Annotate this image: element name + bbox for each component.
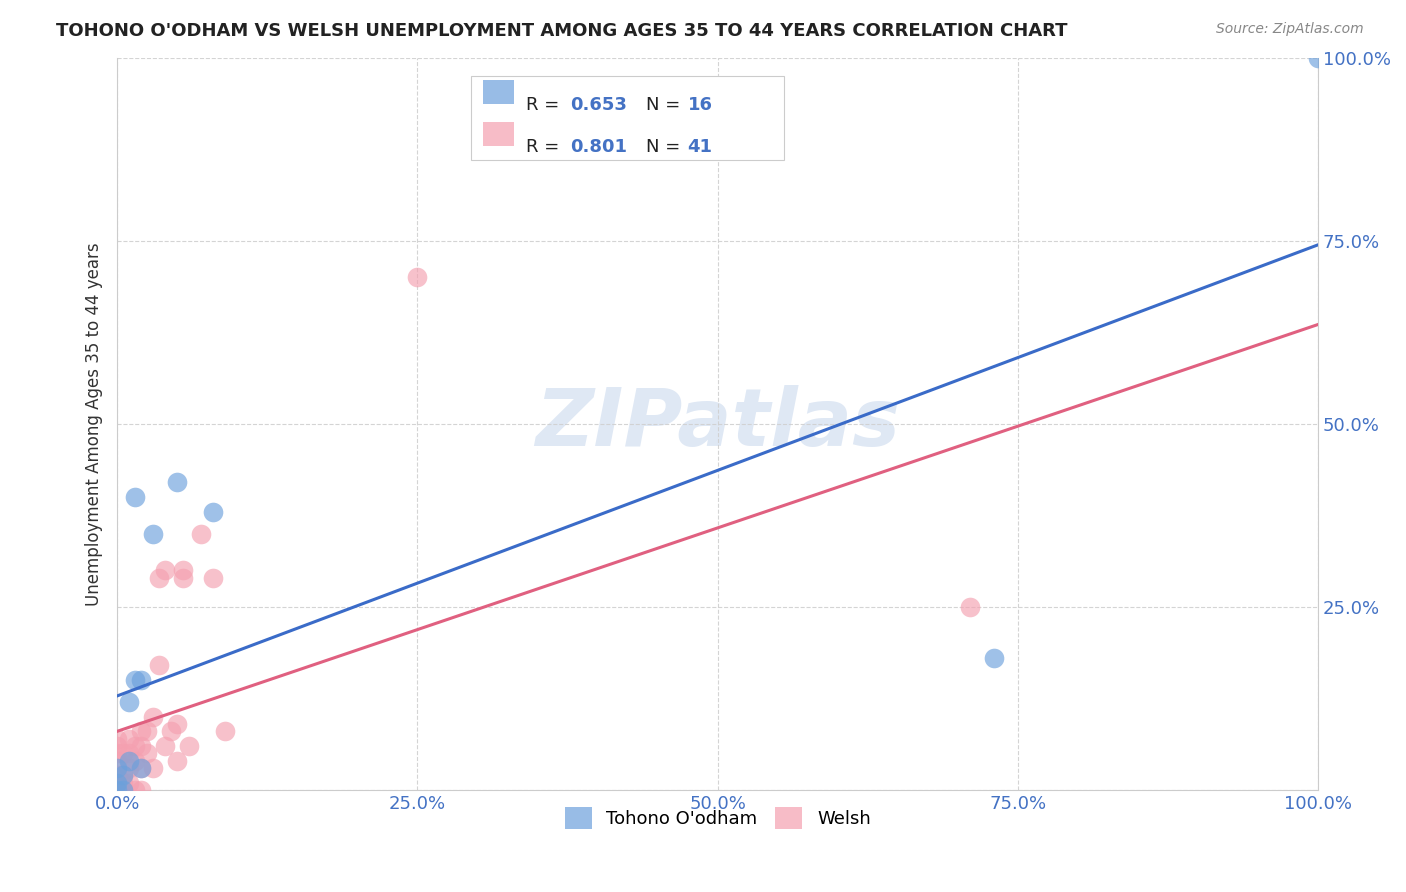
Point [202, 570, 225, 584]
Point [129, 761, 152, 775]
Point [112, 768, 135, 782]
Text: R =: R = [526, 96, 565, 114]
Point [124, 783, 146, 797]
Point [142, 526, 165, 541]
Point [136, 747, 159, 761]
Text: Source: ZipAtlas.com: Source: ZipAtlas.com [1216, 22, 1364, 37]
Point [129, 724, 152, 739]
Text: N =: N = [645, 96, 686, 114]
Point [1308, 51, 1330, 65]
Point [118, 747, 141, 761]
FancyBboxPatch shape [471, 76, 783, 161]
Point [129, 761, 152, 775]
Point [112, 783, 135, 797]
Point [124, 739, 146, 753]
Point [105, 739, 128, 753]
Text: 0.801: 0.801 [569, 138, 627, 156]
Bar [484, 122, 513, 145]
Point [160, 724, 183, 739]
Point [118, 775, 141, 789]
Point [105, 761, 128, 775]
Point [983, 651, 1005, 665]
Text: 0.653: 0.653 [569, 96, 627, 114]
Point [190, 526, 212, 541]
Text: TOHONO O'ODHAM VS WELSH UNEMPLOYMENT AMONG AGES 35 TO 44 YEARS CORRELATION CHART: TOHONO O'ODHAM VS WELSH UNEMPLOYMENT AMO… [56, 22, 1067, 40]
Point [959, 599, 981, 614]
Point [166, 717, 188, 731]
Point [112, 747, 135, 761]
Point [155, 739, 177, 753]
Point [202, 505, 225, 519]
Text: ZIPatlas: ZIPatlas [536, 384, 900, 463]
Point [129, 783, 152, 797]
Point [105, 783, 128, 797]
Point [105, 775, 128, 789]
Point [136, 724, 159, 739]
Point [105, 768, 128, 782]
Text: N =: N = [645, 138, 686, 156]
Point [214, 724, 236, 739]
Point [129, 739, 152, 753]
Point [112, 775, 135, 789]
Point [105, 754, 128, 768]
Y-axis label: Unemployment Among Ages 35 to 44 years: Unemployment Among Ages 35 to 44 years [86, 242, 103, 606]
Text: 41: 41 [688, 138, 713, 156]
Point [105, 775, 128, 789]
Point [166, 475, 188, 490]
Point [118, 731, 141, 746]
Point [105, 783, 128, 797]
Point [172, 563, 194, 577]
Point [124, 673, 146, 687]
Point [142, 761, 165, 775]
Point [118, 761, 141, 775]
Point [124, 754, 146, 768]
Point [155, 563, 177, 577]
Point [129, 673, 152, 687]
Point [406, 270, 429, 285]
Point [166, 754, 188, 768]
Legend: Tohono O'odham, Welsh: Tohono O'odham, Welsh [557, 799, 877, 836]
Text: 16: 16 [688, 96, 713, 114]
Bar [484, 80, 513, 103]
Point [148, 570, 170, 584]
Point [105, 731, 128, 746]
Text: R =: R = [526, 138, 565, 156]
Point [118, 695, 141, 709]
Point [112, 783, 135, 797]
Point [105, 747, 128, 761]
Point [124, 490, 146, 504]
Point [172, 570, 194, 584]
Point [148, 658, 170, 673]
Point [179, 739, 201, 753]
Point [118, 754, 141, 768]
Point [142, 709, 165, 723]
Point [112, 768, 135, 782]
